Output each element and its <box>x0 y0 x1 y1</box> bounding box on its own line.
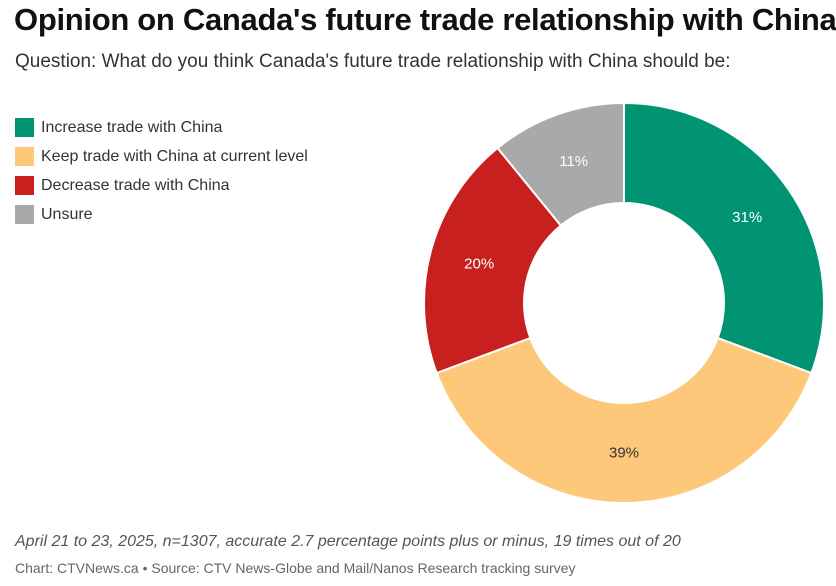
legend-item-decrease: Decrease trade with China <box>15 171 308 200</box>
legend-item-increase: Increase trade with China <box>15 113 308 142</box>
legend-label-keep: Keep trade with China at current level <box>41 147 308 165</box>
chart-title: Opinion on Canada's future trade relatio… <box>14 2 836 37</box>
legend-swatch-unsure <box>15 205 34 224</box>
donut-slice-increase <box>623 101 825 375</box>
legend-label-unsure: Unsure <box>41 205 93 223</box>
legend-swatch-keep <box>15 147 34 166</box>
slice-label-decrease: 20% <box>464 255 494 272</box>
legend: Increase trade with China Keep trade wit… <box>15 113 308 229</box>
chart-subtitle: Question: What do you think Canada's fut… <box>15 51 731 72</box>
legend-item-keep: Keep trade with China at current level <box>15 142 308 171</box>
legend-label-increase: Increase trade with China <box>41 118 223 136</box>
donut-slice-unsure <box>496 101 625 227</box>
donut-slice-decrease <box>423 146 563 375</box>
slice-label-increase: 31% <box>732 209 762 226</box>
slice-label-unsure: 11% <box>559 153 588 170</box>
legend-swatch-increase <box>15 118 34 137</box>
legend-label-decrease: Decrease trade with China <box>41 176 230 194</box>
legend-item-unsure: Unsure <box>15 200 308 229</box>
slice-label-keep: 39% <box>609 445 639 462</box>
legend-swatch-decrease <box>15 176 34 195</box>
donut-slice-keep <box>435 336 813 504</box>
source-credit: Chart: CTVNews.ca • Source: CTV News-Glo… <box>15 560 576 576</box>
survey-note: April 21 to 23, 2025, n=1307, accurate 2… <box>15 533 681 550</box>
